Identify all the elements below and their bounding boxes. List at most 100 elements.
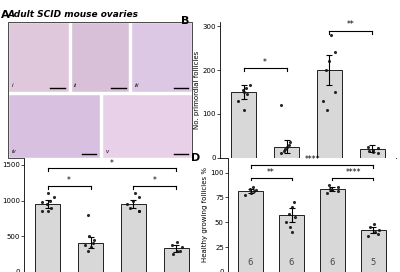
Bar [131, 22, 192, 92]
Point [235, 98, 241, 103]
Point [87, 245, 94, 249]
Point [82, 243, 88, 247]
Point [320, 98, 326, 103]
Point [178, 245, 185, 249]
Point [174, 240, 180, 244]
Point [280, 149, 287, 153]
Point [130, 199, 136, 203]
Point [282, 147, 288, 151]
Point [326, 59, 332, 63]
Text: *: * [67, 177, 71, 186]
Point [375, 232, 382, 236]
Bar [164, 248, 189, 272]
Point [248, 190, 254, 195]
Point [251, 188, 257, 193]
Point [322, 68, 329, 72]
Point [332, 50, 338, 55]
Point [126, 206, 133, 210]
Point [374, 146, 381, 150]
Point [168, 243, 175, 247]
Point [124, 202, 130, 206]
Point [242, 192, 248, 197]
Point [44, 209, 51, 214]
Point [278, 103, 284, 107]
Text: 5: 5 [371, 258, 376, 267]
Point [286, 212, 292, 217]
Point [246, 83, 253, 88]
Point [288, 205, 295, 210]
Point [50, 195, 57, 199]
Bar [238, 191, 263, 272]
Point [292, 215, 298, 220]
Point [86, 234, 92, 239]
Point [44, 202, 50, 206]
Bar [361, 230, 386, 272]
Point [332, 90, 338, 94]
Text: D: D [191, 153, 200, 163]
Point [364, 145, 371, 149]
Text: v: v [106, 149, 109, 154]
Point [174, 248, 180, 253]
Y-axis label: Healthy growing follicles %: Healthy growing follicles % [202, 167, 208, 262]
Point [334, 188, 341, 193]
Point [39, 209, 45, 214]
Text: i: i [12, 84, 13, 88]
Point [136, 209, 142, 214]
Point [84, 248, 91, 253]
Point [329, 187, 335, 192]
Point [136, 195, 142, 199]
Text: *: * [263, 58, 267, 67]
Text: *: * [110, 159, 114, 168]
Text: iii: iii [135, 84, 140, 88]
Bar [102, 94, 192, 158]
Point [376, 228, 382, 233]
Text: B: B [181, 16, 190, 26]
Point [132, 191, 138, 196]
Text: ****: **** [304, 155, 320, 164]
Point [278, 151, 284, 156]
Point [375, 151, 381, 156]
Bar [320, 188, 345, 272]
Point [241, 107, 247, 112]
Point [170, 252, 176, 256]
Text: 6: 6 [289, 258, 294, 267]
Point [370, 150, 376, 155]
Text: ii: ii [74, 84, 77, 88]
Point [250, 184, 256, 189]
Point [372, 230, 378, 234]
Point [283, 220, 290, 224]
Bar [8, 22, 69, 92]
Bar [8, 94, 100, 158]
Text: *: * [153, 177, 157, 186]
Point [176, 248, 183, 253]
Bar [70, 22, 130, 92]
Bar [360, 149, 385, 158]
Text: 6: 6 [330, 258, 335, 267]
Point [366, 149, 372, 153]
Text: 6: 6 [248, 258, 253, 267]
Point [283, 145, 290, 149]
Point [47, 199, 54, 203]
Point [328, 33, 334, 37]
Point [326, 183, 332, 187]
Text: ****: **** [345, 168, 361, 177]
Point [246, 186, 253, 191]
Point [324, 107, 330, 112]
Bar [35, 204, 60, 272]
Point [290, 200, 297, 205]
Point [364, 234, 371, 239]
Bar [274, 147, 300, 158]
Point [244, 92, 250, 96]
Bar [279, 215, 304, 272]
Point [243, 85, 250, 90]
Point [253, 187, 260, 192]
Point [287, 225, 293, 230]
Bar [78, 243, 104, 272]
Point [91, 238, 98, 242]
Point [334, 184, 341, 189]
Point [324, 190, 330, 195]
Point [286, 143, 292, 147]
Bar [120, 204, 146, 272]
Point [48, 206, 54, 210]
Bar [231, 92, 256, 158]
